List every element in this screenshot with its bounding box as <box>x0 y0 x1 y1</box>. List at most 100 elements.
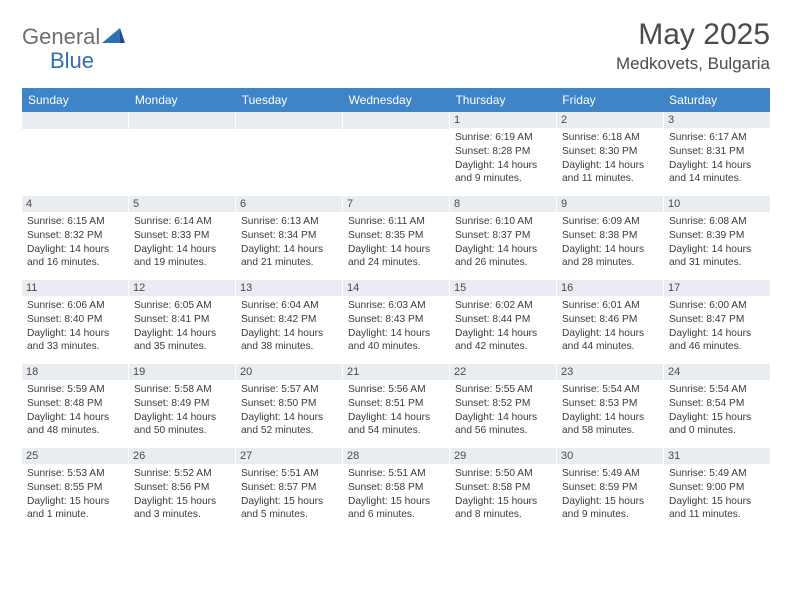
daylight-line: and 48 minutes. <box>27 424 123 438</box>
sunset-line: Sunset: 8:55 PM <box>27 481 123 495</box>
day-number: 3 <box>664 112 770 128</box>
calendar-day: 19Sunrise: 5:58 AMSunset: 8:49 PMDayligh… <box>129 364 236 448</box>
day-details: Sunrise: 6:18 AMSunset: 8:30 PMDaylight:… <box>562 131 658 186</box>
weekday-header: Saturday <box>663 88 770 112</box>
calendar-day: 9Sunrise: 6:09 AMSunset: 8:38 PMDaylight… <box>557 196 664 280</box>
sunset-line: Sunset: 8:37 PM <box>455 229 551 243</box>
logo: General <box>22 24 126 50</box>
daylight-line: Daylight: 14 hours <box>562 159 658 173</box>
calendar-day: 30Sunrise: 5:49 AMSunset: 8:59 PMDayligh… <box>557 448 664 532</box>
day-number: 6 <box>236 196 342 212</box>
sunset-line: Sunset: 8:49 PM <box>134 397 230 411</box>
daylight-line: Daylight: 14 hours <box>134 327 230 341</box>
sunset-line: Sunset: 8:53 PM <box>562 397 658 411</box>
sunset-line: Sunset: 8:33 PM <box>134 229 230 243</box>
day-details: Sunrise: 6:19 AMSunset: 8:28 PMDaylight:… <box>455 131 551 186</box>
sunset-line: Sunset: 8:57 PM <box>241 481 337 495</box>
day-details: Sunrise: 6:06 AMSunset: 8:40 PMDaylight:… <box>27 299 123 354</box>
calendar-day: 24Sunrise: 5:54 AMSunset: 8:54 PMDayligh… <box>664 364 770 448</box>
daylight-line: and 6 minutes. <box>348 508 444 522</box>
sunrise-line: Sunrise: 5:57 AM <box>241 383 337 397</box>
daylight-line: and 0 minutes. <box>669 424 765 438</box>
calendar-day: 16Sunrise: 6:01 AMSunset: 8:46 PMDayligh… <box>557 280 664 364</box>
day-details: Sunrise: 6:05 AMSunset: 8:41 PMDaylight:… <box>134 299 230 354</box>
sunset-line: Sunset: 8:44 PM <box>455 313 551 327</box>
daylight-line: Daylight: 15 hours <box>562 495 658 509</box>
day-details: Sunrise: 6:11 AMSunset: 8:35 PMDaylight:… <box>348 215 444 270</box>
sunrise-line: Sunrise: 6:03 AM <box>348 299 444 313</box>
location: Medkovets, Bulgaria <box>616 54 770 74</box>
daylight-line: Daylight: 14 hours <box>669 159 765 173</box>
sunrise-line: Sunrise: 5:49 AM <box>562 467 658 481</box>
day-details: Sunrise: 5:54 AMSunset: 8:53 PMDaylight:… <box>562 383 658 438</box>
title-block: May 2025 Medkovets, Bulgaria <box>616 18 770 74</box>
sunset-line: Sunset: 8:59 PM <box>562 481 658 495</box>
day-number: 8 <box>450 196 556 212</box>
daylight-line: Daylight: 14 hours <box>455 327 551 341</box>
sunrise-line: Sunrise: 5:54 AM <box>562 383 658 397</box>
calendar-day: 7 Sunrise: 6:11 AMSunset: 8:35 PMDaylight… <box>343 196 450 280</box>
day-number: 22 <box>450 364 556 380</box>
day-number: 21 <box>343 364 449 380</box>
calendar-day: 23Sunrise: 5:54 AMSunset: 8:53 PMDayligh… <box>557 364 664 448</box>
calendar-day: 10Sunrise: 6:08 AMSunset: 8:39 PMDayligh… <box>664 196 770 280</box>
sunset-line: Sunset: 8:34 PM <box>241 229 337 243</box>
day-number: 31 <box>664 448 770 464</box>
sunrise-line: Sunrise: 5:59 AM <box>27 383 123 397</box>
calendar-day: 12 Sunrise: 6:05 AMSunset: 8:41 PMDayligh… <box>129 280 236 364</box>
daylight-line: Daylight: 14 hours <box>27 327 123 341</box>
day-number: 24 <box>664 364 770 380</box>
calendar-week: 11Sunrise: 6:06 AMSunset: 8:40 PMDayligh… <box>22 280 770 364</box>
sunrise-line: Sunrise: 5:52 AM <box>134 467 230 481</box>
sunrise-line: Sunrise: 6:18 AM <box>562 131 658 145</box>
weekday-header-row: SundayMondayTuesdayWednesdayThursdayFrid… <box>22 88 770 112</box>
sunset-line: Sunset: 8:47 PM <box>669 313 765 327</box>
sunset-line: Sunset: 8:40 PM <box>27 313 123 327</box>
daylight-line: and 8 minutes. <box>455 508 551 522</box>
sunset-line: Sunset: 8:42 PM <box>241 313 337 327</box>
day-details: Sunrise: 6:09 AMSunset: 8:38 PMDaylight:… <box>562 215 658 270</box>
day-number: 4 <box>22 196 128 212</box>
sunrise-line: Sunrise: 6:11 AM <box>348 215 444 229</box>
day-details: Sunrise: 5:51 AMSunset: 8:58 PMDaylight:… <box>348 467 444 522</box>
sunset-line: Sunset: 8:43 PM <box>348 313 444 327</box>
daylight-line: Daylight: 14 hours <box>455 243 551 257</box>
sunrise-line: Sunrise: 5:53 AM <box>27 467 123 481</box>
day-number: 14 <box>343 280 449 296</box>
day-number: 12 <box>129 280 235 296</box>
day-number: 28 <box>343 448 449 464</box>
daylight-line: and 9 minutes. <box>562 508 658 522</box>
day-number: 2 <box>557 112 663 128</box>
daylight-line: Daylight: 14 hours <box>134 411 230 425</box>
sunset-line: Sunset: 8:51 PM <box>348 397 444 411</box>
calendar: SundayMondayTuesdayWednesdayThursdayFrid… <box>22 88 770 532</box>
sunset-line: Sunset: 8:28 PM <box>455 145 551 159</box>
sunrise-line: Sunrise: 6:01 AM <box>562 299 658 313</box>
day-number: 7 <box>343 196 449 212</box>
sunrise-line: Sunrise: 6:09 AM <box>562 215 658 229</box>
day-number: 29 <box>450 448 556 464</box>
sunset-line: Sunset: 8:46 PM <box>562 313 658 327</box>
calendar-day: 17Sunrise: 6:00 AMSunset: 8:47 PMDayligh… <box>664 280 770 364</box>
calendar-day: 14 Sunrise: 6:03 AMSunset: 8:43 PMDayligh… <box>343 280 450 364</box>
calendar-day: 25Sunrise: 5:53 AMSunset: 8:55 PMDayligh… <box>22 448 129 532</box>
day-details: Sunrise: 6:10 AMSunset: 8:37 PMDaylight:… <box>455 215 551 270</box>
calendar-day <box>22 112 129 196</box>
daylight-line: Daylight: 15 hours <box>27 495 123 509</box>
day-number: 10 <box>664 196 770 212</box>
daylight-line: and 44 minutes. <box>562 340 658 354</box>
calendar-day: 21Sunrise: 5:56 AMSunset: 8:51 PMDayligh… <box>343 364 450 448</box>
sunrise-line: Sunrise: 6:10 AM <box>455 215 551 229</box>
calendar-day: 8 Sunrise: 6:10 AMSunset: 8:37 PMDaylight… <box>450 196 557 280</box>
day-details: Sunrise: 5:52 AMSunset: 8:56 PMDaylight:… <box>134 467 230 522</box>
daylight-line: Daylight: 14 hours <box>241 243 337 257</box>
calendar-day: 26Sunrise: 5:52 AMSunset: 8:56 PMDayligh… <box>129 448 236 532</box>
weekday-header: Tuesday <box>236 88 343 112</box>
daylight-line: and 26 minutes. <box>455 256 551 270</box>
day-details: Sunrise: 6:03 AMSunset: 8:43 PMDaylight:… <box>348 299 444 354</box>
sunset-line: Sunset: 8:31 PM <box>669 145 765 159</box>
daylight-line: Daylight: 14 hours <box>669 243 765 257</box>
sunrise-line: Sunrise: 6:02 AM <box>455 299 551 313</box>
day-details: Sunrise: 5:59 AMSunset: 8:48 PMDaylight:… <box>27 383 123 438</box>
calendar-day: 29Sunrise: 5:50 AMSunset: 8:58 PMDayligh… <box>450 448 557 532</box>
